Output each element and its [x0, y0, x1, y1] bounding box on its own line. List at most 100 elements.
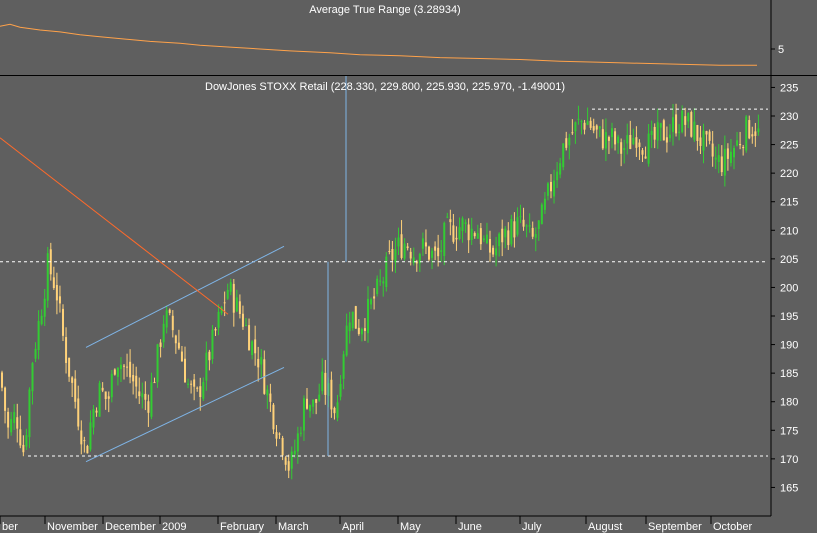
candle-body — [13, 412, 16, 423]
candle-body — [516, 217, 519, 235]
candle-body — [440, 250, 443, 252]
candle-body — [626, 135, 629, 144]
candle-body — [479, 228, 482, 245]
price-panel: 165 170 175 180 185 190 195 200 205 210 215 220 225 2… — [0, 76, 817, 533]
price-tick-label: 190 — [780, 340, 798, 352]
candle-body — [68, 357, 71, 377]
candle-body — [22, 444, 25, 453]
candle-body — [119, 364, 122, 370]
candle-body — [354, 306, 357, 329]
candle-body — [110, 373, 113, 398]
month-tick-label: September — [648, 521, 702, 533]
candle-body — [662, 120, 665, 141]
candle-body — [287, 461, 290, 471]
candle-body — [607, 137, 610, 141]
candle-body — [235, 297, 238, 312]
atr-tick-label: 5 — [778, 44, 784, 56]
candle-body — [641, 150, 644, 155]
month-tick-label: June — [458, 521, 482, 533]
candle-body — [220, 307, 223, 314]
candle-body — [693, 121, 696, 140]
candle-body — [202, 382, 205, 399]
month-tick-label: ber — [2, 521, 18, 533]
candle-body — [403, 243, 406, 259]
candle-body — [510, 218, 513, 245]
candle-body — [254, 339, 257, 354]
candle-body — [379, 280, 382, 282]
candle-body — [546, 183, 549, 196]
candle-body — [748, 120, 751, 139]
candle-body — [522, 219, 525, 227]
candle-body — [638, 142, 641, 147]
candle-body — [62, 308, 64, 336]
candle-body — [601, 129, 604, 149]
candle-body — [278, 433, 281, 435]
month-tick-label: October — [713, 521, 752, 533]
candle-body — [165, 310, 168, 328]
price-chart: 165 170 175 180 185 190 195 200 205 210 215 220 225 2… — [0, 76, 798, 533]
candle-body — [629, 134, 632, 149]
candle-body — [675, 114, 678, 134]
month-tick-label: December — [105, 521, 156, 533]
candle-body — [580, 121, 583, 123]
candle-body — [562, 143, 565, 168]
candle-body — [650, 130, 653, 136]
candle-body — [71, 377, 74, 383]
candle-body — [52, 277, 55, 289]
candle-body — [205, 352, 208, 381]
candle-body — [153, 382, 156, 384]
candle-body — [315, 399, 318, 403]
candle-body — [89, 422, 92, 450]
candle-body — [434, 246, 437, 251]
candle-body — [659, 123, 662, 128]
candle-body — [501, 228, 504, 243]
candle-body — [424, 242, 427, 247]
candle-body — [635, 137, 638, 148]
candle-body — [437, 247, 440, 257]
candle-body — [714, 157, 717, 160]
candle-body — [717, 155, 720, 163]
candle-body — [135, 375, 138, 387]
candle-body — [16, 417, 19, 429]
candle-body — [339, 383, 342, 397]
candle-body — [241, 313, 244, 327]
candle-body — [43, 298, 46, 317]
candle-body — [647, 133, 650, 164]
candle-body — [757, 128, 760, 133]
price-tick-label: 210 — [780, 225, 798, 237]
candle-body — [34, 348, 37, 359]
candle-body — [467, 224, 470, 241]
candle-body — [156, 344, 159, 383]
candle-body — [1, 372, 3, 388]
candle-body — [428, 246, 430, 260]
candle-body — [739, 143, 742, 146]
candle-body — [550, 181, 552, 192]
price-tick-label: 220 — [780, 168, 798, 180]
candle-body — [318, 394, 321, 401]
candle-body — [400, 234, 403, 258]
candle-body — [113, 369, 116, 375]
candle-body — [309, 404, 312, 412]
candle-body — [431, 250, 434, 258]
candle-body — [229, 282, 232, 292]
candle-body — [281, 437, 284, 456]
candle-body — [141, 393, 144, 398]
candle-body — [672, 117, 674, 132]
candle-body — [330, 379, 333, 410]
candle-body — [293, 450, 296, 455]
candle-body — [376, 278, 379, 295]
candle-body — [324, 372, 327, 395]
candle-body — [519, 216, 522, 218]
candle-body — [391, 248, 394, 260]
candle-body — [525, 225, 528, 227]
price-tick-label: 185 — [780, 368, 798, 380]
candle-body — [299, 432, 302, 434]
channel-line — [85, 366, 285, 463]
candle-body — [58, 296, 61, 304]
candle-body — [357, 327, 360, 335]
candle-body — [418, 253, 421, 264]
candle-body — [126, 366, 129, 368]
candle-body — [513, 221, 516, 238]
candle-body — [367, 298, 369, 334]
candle-body — [568, 137, 571, 146]
